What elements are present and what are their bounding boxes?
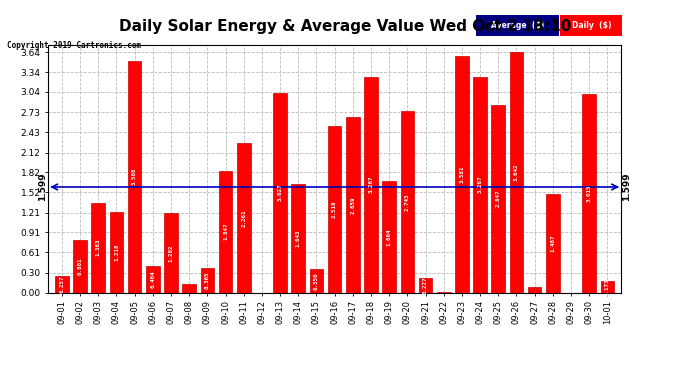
Bar <box>600 281 614 292</box>
Text: 2.261: 2.261 <box>241 209 246 226</box>
Text: 2.518: 2.518 <box>332 201 337 218</box>
Bar <box>110 212 124 292</box>
Text: 1.684: 1.684 <box>386 228 392 246</box>
Text: 3.642: 3.642 <box>514 164 519 181</box>
Bar <box>201 268 214 292</box>
Text: 0.404: 0.404 <box>150 270 155 288</box>
Text: 2.743: 2.743 <box>405 193 410 211</box>
Text: 3.267: 3.267 <box>368 176 373 194</box>
Text: 3.267: 3.267 <box>477 176 482 194</box>
Text: 0.257: 0.257 <box>59 275 64 293</box>
Text: 3.581: 3.581 <box>460 166 464 183</box>
Text: 3.027: 3.027 <box>277 184 283 201</box>
Bar <box>528 287 542 292</box>
Bar <box>364 77 378 292</box>
Text: 0.173: 0.173 <box>605 278 610 296</box>
Text: 1.599: 1.599 <box>39 172 48 201</box>
Bar <box>128 61 141 292</box>
Text: Daily  ($): Daily ($) <box>571 21 611 30</box>
Text: 0.350: 0.350 <box>314 272 319 290</box>
Text: 1.599: 1.599 <box>622 172 631 201</box>
Text: 1.847: 1.847 <box>223 223 228 240</box>
Text: Average  ($): Average ($) <box>491 21 544 30</box>
Text: 3.508: 3.508 <box>132 168 137 186</box>
Bar <box>546 194 560 292</box>
Bar <box>510 52 523 292</box>
Bar <box>219 171 233 292</box>
Bar <box>582 93 596 292</box>
Bar <box>419 278 433 292</box>
Bar <box>92 202 105 292</box>
Text: 1.643: 1.643 <box>296 230 301 247</box>
Text: 0.365: 0.365 <box>205 272 210 289</box>
Bar <box>237 143 250 292</box>
Text: 1.363: 1.363 <box>96 239 101 256</box>
Bar <box>401 111 414 292</box>
Bar <box>346 117 359 292</box>
Text: Copyright 2019 Cartronics.com: Copyright 2019 Cartronics.com <box>7 41 141 50</box>
Text: 1.487: 1.487 <box>551 235 555 252</box>
Bar <box>164 213 178 292</box>
Bar <box>55 276 69 292</box>
Bar <box>491 105 505 292</box>
Bar <box>310 269 324 292</box>
Text: 1.218: 1.218 <box>114 243 119 261</box>
Text: 0.801: 0.801 <box>77 257 83 275</box>
Bar <box>382 182 396 292</box>
Bar <box>328 126 342 292</box>
Text: 2.659: 2.659 <box>351 196 355 213</box>
Bar <box>291 184 305 292</box>
Text: 2.847: 2.847 <box>496 190 501 207</box>
Text: 1.202: 1.202 <box>168 244 173 262</box>
Bar <box>273 93 287 292</box>
Bar <box>473 77 487 292</box>
Text: 0.227: 0.227 <box>423 276 428 294</box>
Bar <box>73 240 87 292</box>
Bar <box>182 284 196 292</box>
Bar <box>146 266 159 292</box>
Text: Daily Solar Energy & Average Value Wed Oct 2 18:10: Daily Solar Energy & Average Value Wed O… <box>119 19 571 34</box>
Text: 3.015: 3.015 <box>586 184 592 202</box>
Bar <box>455 56 469 292</box>
